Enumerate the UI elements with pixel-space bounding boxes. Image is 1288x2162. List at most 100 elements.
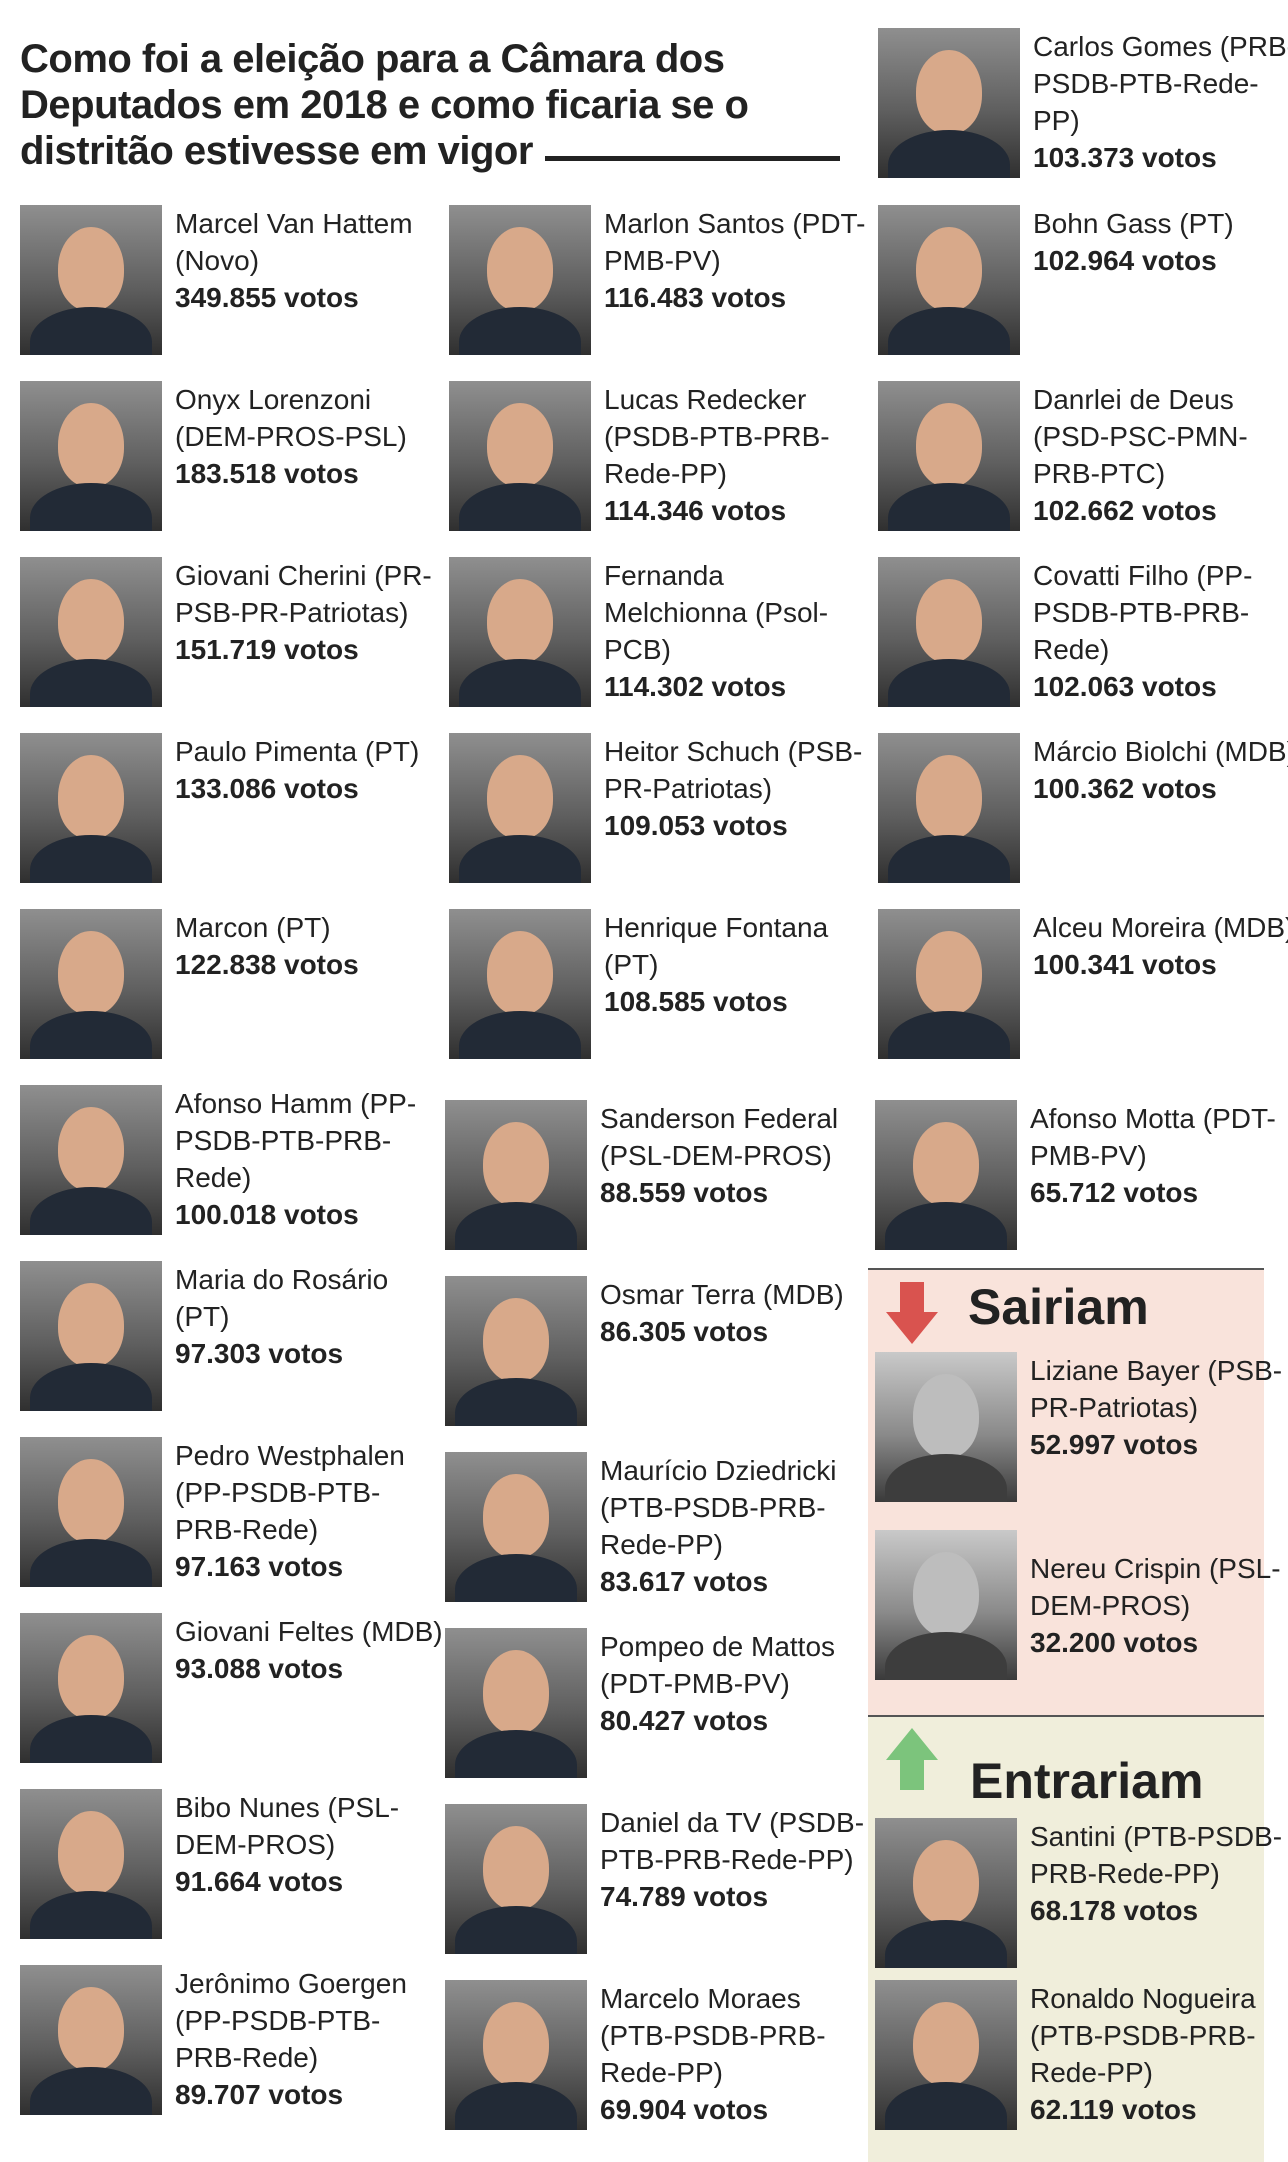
candidate-photo (878, 28, 1020, 178)
candidate-name: Onyx Lorenzoni (DEM-PROS-PSL) (175, 384, 407, 452)
candidate-name: Sanderson Federal (PSL-DEM-PROS) (600, 1103, 839, 1171)
candidate-photo (449, 909, 591, 1059)
candidate-photo (445, 1980, 587, 2130)
candidate-photo (445, 1804, 587, 1954)
candidate-votes: 109.053 votos (604, 810, 788, 841)
candidate-photo (20, 733, 162, 883)
candidate-card: Alceu Moreira (MDB) 100.341 votos (878, 909, 1288, 1069)
candidate-photo (878, 381, 1020, 531)
candidate-photo (445, 1628, 587, 1778)
candidate-card: Ronaldo Nogueira (PTB-PSDB-PRB-Rede-PP) 6… (875, 1980, 1288, 2140)
candidate-photo (20, 381, 162, 531)
candidate-card: Jerônimo Goergen (PP-PSDB-PTB-PRB-Rede) 8… (20, 1965, 440, 2125)
candidate-card: Pompeo de Mattos (PDT-PMB-PV) 80.427 voto… (445, 1628, 865, 1788)
candidate-votes: 102.662 votos (1033, 495, 1217, 526)
candidate-votes: 88.559 votos (600, 1177, 769, 1208)
candidate-photo (878, 909, 1020, 1059)
candidate-votes: 93.088 votos (175, 1653, 344, 1684)
candidate-name: Santini (PTB-PSDB-PRB-Rede-PP) (1030, 1821, 1283, 1889)
candidate-votes: 100.362 votos (1033, 773, 1217, 804)
candidate-votes: 68.178 votos (1030, 1895, 1199, 1926)
candidate-card: Carlos Gomes (PRB-PSDB-PTB-Rede-PP) 103.3… (878, 28, 1288, 188)
candidate-votes: 133.086 votos (175, 773, 359, 804)
candidate-photo (445, 1276, 587, 1426)
page-title: Como foi a eleição para a Câmara dos Dep… (20, 37, 749, 173)
candidate-votes: 183.518 votos (175, 458, 359, 489)
candidate-photo (449, 557, 591, 707)
candidate-name: Maria do Rosário (PT) (175, 1264, 389, 1332)
candidate-photo (20, 1789, 162, 1939)
candidate-name: Alceu Moreira (MDB) (1033, 912, 1288, 943)
candidate-card: Onyx Lorenzoni (DEM-PROS-PSL) 183.518 vot… (20, 381, 440, 541)
candidate-name: Carlos Gomes (PRB-PSDB-PTB-Rede-PP) (1033, 31, 1288, 136)
candidate-votes: 89.707 votos (175, 2079, 344, 2110)
candidate-card: Marcel Van Hattem (Novo) 349.855 votos (20, 205, 440, 365)
candidate-card: Daniel da TV (PSDB-PTB-PRB-Rede-PP) 74.78… (445, 1804, 865, 1964)
candidate-name: Maurício Dziedricki (PTB-PSDB-PRB-Rede-P… (600, 1455, 837, 1560)
candidate-card: Henrique Fontana (PT) 108.585 votos (449, 909, 869, 1069)
candidate-name: Bohn Gass (PT) (1033, 208, 1234, 239)
candidate-card: Afonso Hamm (PP-PSDB-PTB-PRB-Rede) 100.01… (20, 1085, 440, 1245)
candidate-photo (449, 205, 591, 355)
candidate-name: Nereu Crispin (PSL-DEM-PROS) (1030, 1553, 1281, 1621)
candidate-photo (878, 557, 1020, 707)
candidate-name: Marlon Santos (PDT-PMB-PV) (604, 208, 866, 276)
candidate-name: Henrique Fontana (PT) (604, 912, 829, 980)
candidate-votes: 122.838 votos (175, 949, 359, 980)
candidate-name: Marcel Van Hattem (Novo) (175, 208, 413, 276)
candidate-photo (878, 205, 1020, 355)
candidate-votes: 69.904 votos (600, 2094, 769, 2125)
candidate-votes: 65.712 votos (1030, 1177, 1199, 1208)
sairiam-heading: Sairiam (968, 1279, 1149, 1335)
candidate-photo (875, 1100, 1017, 1250)
candidate-votes: 32.200 votos (1030, 1627, 1199, 1658)
candidate-name: Liziane Bayer (PSB-PR-Patriotas) (1030, 1355, 1283, 1423)
entrariam-heading: Entrariam (970, 1753, 1204, 1809)
candidate-name: Afonso Hamm (PP-PSDB-PTB-PRB-Rede) (175, 1088, 417, 1193)
candidate-votes: 116.483 votos (604, 282, 787, 313)
candidate-photo (878, 733, 1020, 883)
candidate-name: Fernanda Melchionna (Psol-PCB) (604, 560, 829, 665)
candidate-photo (449, 733, 591, 883)
candidate-card: Osmar Terra (MDB) 86.305 votos (445, 1276, 865, 1436)
candidate-votes: 83.617 votos (600, 1566, 769, 1597)
candidate-name: Afonso Motta (PDT-PMB-PV) (1030, 1103, 1276, 1171)
arrow-up-icon (886, 1728, 938, 1790)
candidate-card: Bohn Gass (PT) 102.964 votos (878, 205, 1288, 365)
candidate-name: Daniel da TV (PSDB-PTB-PRB-Rede-PP) (600, 1807, 865, 1875)
candidate-votes: 102.964 votos (1033, 245, 1217, 276)
candidate-photo (875, 1530, 1017, 1680)
candidate-votes: 52.997 votos (1030, 1429, 1199, 1460)
candidate-card: Márcio Biolchi (MDB) 100.362 votos (878, 733, 1288, 893)
candidate-name: Heitor Schuch (PSB-PR-Patriotas) (604, 736, 863, 804)
candidate-votes: 97.163 votos (175, 1551, 344, 1582)
candidate-name: Márcio Biolchi (MDB) (1033, 736, 1288, 767)
candidate-photo (20, 1261, 162, 1411)
candidate-name: Pedro Westphalen (PP-PSDB-PTB-PRB-Rede) (175, 1440, 405, 1545)
candidate-card: Marlon Santos (PDT-PMB-PV) 116.483 votos (449, 205, 869, 365)
candidate-photo (20, 1613, 162, 1763)
candidate-card: Danrlei de Deus (PSD-PSC-PMN-PRB-PTC) 102… (878, 381, 1288, 541)
candidate-photo (445, 1100, 587, 1250)
candidate-votes: 151.719 votos (175, 634, 359, 665)
candidate-votes: 62.119 votos (1030, 2094, 1197, 2125)
candidate-card: Giovani Feltes (MDB) 93.088 votos (20, 1613, 443, 1773)
candidate-card: Afonso Motta (PDT-PMB-PV) 65.712 votos (875, 1100, 1288, 1260)
candidate-card: Maurício Dziedricki (PTB-PSDB-PRB-Rede-P… (445, 1452, 865, 1612)
candidate-photo (20, 909, 162, 1059)
candidate-name: Paulo Pimenta (PT) (175, 736, 420, 767)
candidate-votes: 349.855 votos (175, 282, 359, 313)
candidate-card: Bibo Nunes (PSL-DEM-PROS) 91.664 votos (20, 1789, 440, 1949)
candidate-card: Heitor Schuch (PSB-PR-Patriotas) 109.053 … (449, 733, 869, 893)
candidate-votes: 91.664 votos (175, 1866, 344, 1897)
candidate-name: Giovani Cherini (PR-PSB-PR-Patriotas) (175, 560, 432, 628)
arrow-down-icon (886, 1282, 938, 1344)
candidate-card: Pedro Westphalen (PP-PSDB-PTB-PRB-Rede) 9… (20, 1437, 440, 1597)
candidate-name: Marcelo Moraes (PTB-PSDB-PRB-Rede-PP) (600, 1983, 826, 2088)
candidate-votes: 97.303 votos (175, 1338, 344, 1369)
candidate-votes: 103.373 votos (1033, 142, 1217, 173)
candidate-card: Covatti Filho (PP-PSDB-PTB-PRB-Rede) 102.… (878, 557, 1288, 717)
candidate-votes: 114.346 votos (604, 495, 787, 526)
candidate-name: Osmar Terra (MDB) (600, 1279, 844, 1310)
candidate-card: Maria do Rosário (PT) 97.303 votos (20, 1261, 440, 1421)
